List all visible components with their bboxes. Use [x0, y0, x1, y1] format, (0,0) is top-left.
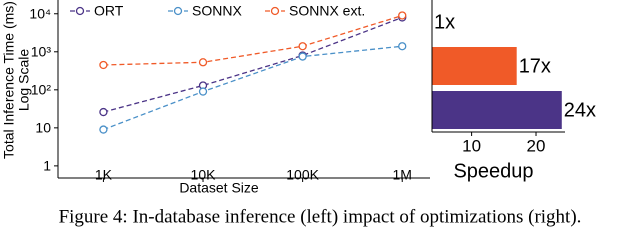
bar-label: 1x: [434, 11, 455, 33]
data-point: [99, 107, 108, 117]
data-point: [298, 42, 307, 51]
x-tick-label: 10: [462, 136, 481, 155]
x-tick-label: 1K: [95, 167, 113, 183]
legend-label: SONNX: [192, 3, 242, 19]
y-tick-label: 10: [35, 120, 51, 136]
y-axis-label: Log Scale: [16, 49, 32, 111]
bar-label: 24x: [564, 99, 596, 121]
data-point: [99, 125, 108, 134]
figure: Figure 4: In-database inference (left) i…: [1, 0, 596, 227]
bar: [432, 47, 517, 85]
x-tick-label: 20: [527, 136, 546, 155]
x-tick-label: 10K: [191, 167, 217, 183]
y-tick-label: 10³: [31, 43, 52, 59]
data-point: [298, 52, 307, 61]
legend-label: ORT: [94, 3, 124, 19]
series-line: [103, 45, 403, 131]
data-point: [398, 42, 407, 51]
legend-marker: [270, 6, 280, 16]
legend-label: SONNX ext.: [289, 3, 365, 19]
data-point: [398, 11, 407, 20]
bar: [432, 91, 562, 129]
caption: Figure 4: In-database inference (left) i…: [59, 206, 582, 227]
y-tick-label: 1: [43, 158, 51, 174]
data-point: [198, 58, 208, 67]
x-tick-label: 1M: [393, 167, 412, 183]
x-axis-label: Dataset Size: [179, 180, 259, 196]
x-axis-label: Speedup: [453, 160, 533, 182]
bar-label: 17x: [519, 55, 551, 77]
y-axis-label: Total Inference Time (ms): [1, 1, 17, 159]
data-point: [99, 60, 108, 70]
series-line: [103, 14, 403, 66]
legend-marker: [173, 6, 183, 16]
legend-marker: [75, 6, 85, 16]
x-tick-label: 100K: [286, 167, 319, 183]
data-point: [198, 87, 208, 96]
y-tick-label: 10⁴: [29, 5, 51, 21]
y-tick-label: 10²: [31, 82, 52, 98]
series-line: [103, 16, 403, 113]
